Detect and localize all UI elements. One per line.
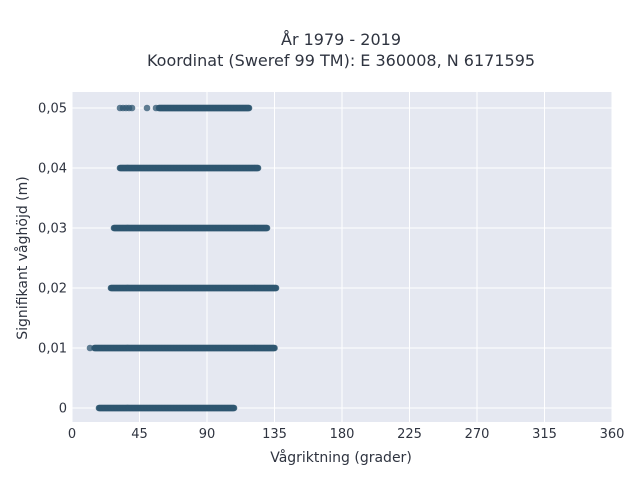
grid-lines xyxy=(71,92,613,422)
x-axis-ticks: 0 45 90 135 180 225 270 315 360 xyxy=(68,427,625,442)
y-tick-label: 0,01 xyxy=(38,342,67,357)
chart-subtitle: Koordinat (Sweref 99 TM): E 360008, N 61… xyxy=(147,51,535,70)
data-point xyxy=(128,104,136,112)
x-tick-label: 270 xyxy=(465,427,490,442)
y-tick-label: 0,03 xyxy=(38,222,67,237)
x-tick-label: 45 xyxy=(131,427,148,442)
y-axis-ticks: 0 0,01 0,02 0,03 0,04 0,05 xyxy=(38,102,67,417)
x-tick-label: 135 xyxy=(262,427,287,442)
x-tick-label: 0 xyxy=(68,427,76,442)
y-tick-label: 0,05 xyxy=(38,102,67,117)
data-point xyxy=(245,104,253,112)
y-tick-label: 0 xyxy=(59,402,67,417)
chart-title: År 1979 - 2019 xyxy=(281,30,401,49)
y-axis-label: Signifikant våghöjd (m) xyxy=(14,176,31,339)
x-tick-label: 360 xyxy=(600,427,625,442)
data-point xyxy=(143,104,151,112)
data-point xyxy=(86,344,94,352)
x-axis-label: Vågriktning (grader) xyxy=(270,449,412,466)
data-point xyxy=(254,164,262,172)
x-tick-label: 180 xyxy=(330,427,355,442)
data-point xyxy=(230,404,238,412)
data-point xyxy=(271,344,278,352)
x-tick-label: 225 xyxy=(397,427,422,442)
x-tick-label: 90 xyxy=(199,427,216,442)
data-point xyxy=(152,104,160,112)
y-tick-label: 0,02 xyxy=(38,282,67,297)
y-tick-label: 0,04 xyxy=(38,162,67,177)
scatter-points xyxy=(86,104,280,412)
data-point xyxy=(272,284,280,292)
data-point xyxy=(263,224,271,232)
x-tick-label: 315 xyxy=(532,427,557,442)
